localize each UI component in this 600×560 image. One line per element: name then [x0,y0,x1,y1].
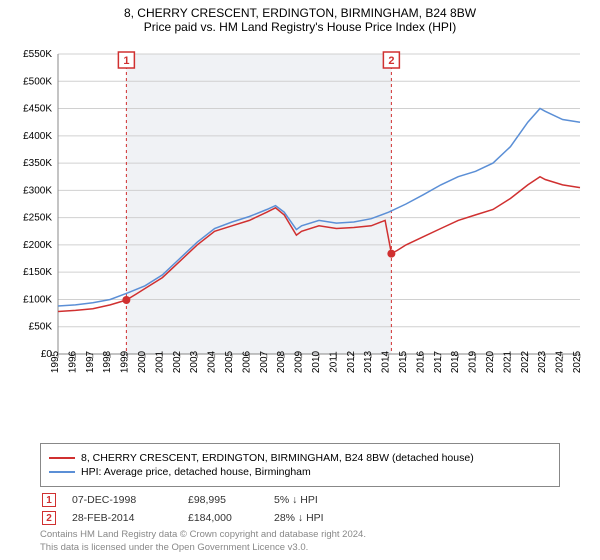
svg-text:2017: 2017 [433,350,444,373]
svg-text:2022: 2022 [520,350,531,373]
svg-text:1: 1 [123,55,129,67]
chart-svg: £0£50K£100K£150K£200K£250K£300K£350K£400… [10,44,590,404]
legend-item-hpi: HPI: Average price, detached house, Birm… [49,466,551,478]
svg-text:1996: 1996 [67,350,78,373]
svg-text:2006: 2006 [241,350,252,373]
svg-text:£500K: £500K [23,76,52,87]
title-address: 8, CHERRY CRESCENT, ERDINGTON, BIRMINGHA… [0,6,600,20]
legend-label-1: 8, CHERRY CRESCENT, ERDINGTON, BIRMINGHA… [81,452,474,464]
sale-diff-2: 28% ↓ HPI [274,512,364,524]
sale-diff-1: 5% ↓ HPI [274,494,364,506]
svg-text:2020: 2020 [485,350,496,373]
svg-text:2021: 2021 [502,350,513,373]
chart-area: £0£50K£100K£150K£200K£250K£300K£350K£400… [10,44,590,404]
svg-text:2013: 2013 [363,350,374,373]
svg-text:£300K: £300K [23,185,52,196]
svg-text:2014: 2014 [381,350,392,373]
legend-swatch-2 [49,471,75,473]
title-subtitle: Price paid vs. HM Land Registry's House … [0,20,600,34]
svg-text:2010: 2010 [311,350,322,373]
license-line-1: Contains HM Land Registry data © Crown c… [40,529,560,541]
svg-text:£50K: £50K [29,322,53,333]
legend-box: 8, CHERRY CRESCENT, ERDINGTON, BIRMINGHA… [40,443,560,487]
sale-date-1: 07-DEC-1998 [72,494,172,506]
sale-row-2: 2 28-FEB-2014 £184,000 28% ↓ HPI [42,511,560,525]
legend-item-price-paid: 8, CHERRY CRESCENT, ERDINGTON, BIRMINGHA… [49,452,551,464]
svg-text:1998: 1998 [102,350,113,373]
svg-text:£100K: £100K [23,294,52,305]
svg-text:2003: 2003 [189,350,200,373]
svg-text:2004: 2004 [207,350,218,373]
license-line-2: This data is licensed under the Open Gov… [40,542,560,554]
svg-text:2018: 2018 [450,350,461,373]
sale-price-2: £184,000 [188,512,258,524]
svg-text:£250K: £250K [23,213,52,224]
sale-marker-1: 1 [42,493,56,507]
svg-text:2011: 2011 [328,351,339,373]
svg-text:2002: 2002 [172,350,183,373]
svg-text:2015: 2015 [398,350,409,373]
svg-text:2025: 2025 [572,350,583,373]
svg-text:2001: 2001 [154,350,165,373]
sale-row-1: 1 07-DEC-1998 £98,995 5% ↓ HPI [42,493,560,507]
sale-date-2: 28-FEB-2014 [72,512,172,524]
svg-text:£150K: £150K [23,267,52,278]
svg-text:£450K: £450K [23,104,52,115]
svg-text:£400K: £400K [23,131,52,142]
svg-text:2000: 2000 [137,350,148,373]
svg-text:1997: 1997 [85,350,96,373]
legend-label-2: HPI: Average price, detached house, Birm… [81,466,311,478]
sale-marker-2: 2 [42,511,56,525]
svg-text:£350K: £350K [23,158,52,169]
svg-text:1999: 1999 [120,350,131,373]
svg-text:2024: 2024 [555,350,566,373]
svg-text:2016: 2016 [415,350,426,373]
svg-text:2009: 2009 [294,350,305,373]
svg-text:£200K: £200K [23,240,52,251]
svg-text:2: 2 [388,55,394,67]
svg-text:£550K: £550K [23,49,52,60]
license-text: Contains HM Land Registry data © Crown c… [40,529,560,554]
footer: 8, CHERRY CRESCENT, ERDINGTON, BIRMINGHA… [40,443,560,554]
svg-text:1995: 1995 [50,350,61,373]
svg-text:2023: 2023 [537,350,548,373]
svg-text:2007: 2007 [259,350,270,373]
title-block: 8, CHERRY CRESCENT, ERDINGTON, BIRMINGHA… [0,0,600,36]
svg-text:2008: 2008 [276,350,287,373]
svg-text:2012: 2012 [346,350,357,373]
svg-text:2019: 2019 [468,350,479,373]
chart-container: 8, CHERRY CRESCENT, ERDINGTON, BIRMINGHA… [0,0,600,560]
sale-price-1: £98,995 [188,494,258,506]
legend-swatch-1 [49,457,75,459]
svg-text:2005: 2005 [224,350,235,373]
